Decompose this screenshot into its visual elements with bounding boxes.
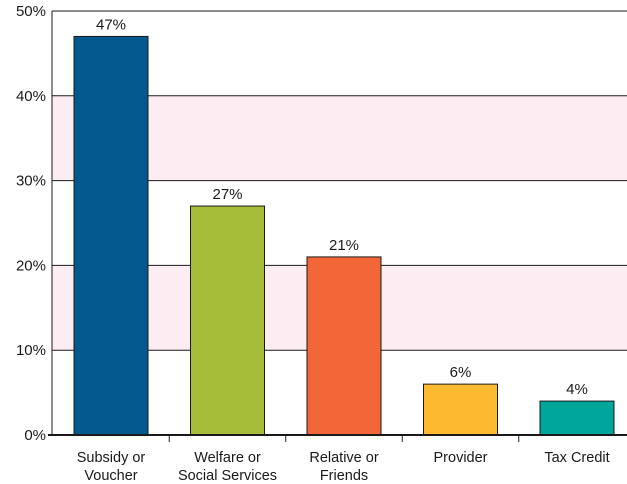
y-tick-label: 30%: [16, 173, 46, 190]
y-tick-label: 40%: [16, 88, 46, 105]
data-label: 4%: [566, 381, 588, 398]
y-tick-label: 50%: [16, 3, 46, 20]
data-label: 27%: [212, 186, 242, 203]
x-category-label: Voucher: [84, 468, 137, 484]
bar: [73, 35, 149, 436]
x-category-label: Relative or: [309, 450, 378, 466]
bar: [306, 256, 382, 436]
data-label: 21%: [329, 237, 359, 254]
y-tick-label: 0%: [24, 427, 46, 444]
data-label: 6%: [450, 364, 472, 381]
bars: [73, 35, 615, 436]
bar: [539, 400, 615, 436]
bar: [190, 205, 265, 436]
bar: [423, 383, 498, 436]
x-category-label: Subsidy or: [77, 450, 146, 466]
data-labels: 47% 27% 21% 6% 4%: [96, 16, 588, 398]
x-category-label: Tax Credit: [544, 450, 609, 466]
y-tick-label: 10%: [16, 342, 46, 359]
y-axis-tick-labels: 0% 10% 20% 30% 40% 50%: [16, 3, 46, 444]
x-category-label: Friends: [320, 468, 368, 484]
x-category-label: Social Services: [178, 468, 277, 484]
data-label: 47%: [96, 16, 126, 33]
x-axis: [48, 11, 627, 442]
x-category-label: Welfare or: [194, 450, 261, 466]
x-category-label: Provider: [434, 450, 488, 466]
y-tick-label: 20%: [16, 257, 46, 274]
x-axis-category-labels: Subsidy or Voucher Welfare or Social Servic…: [77, 450, 610, 484]
